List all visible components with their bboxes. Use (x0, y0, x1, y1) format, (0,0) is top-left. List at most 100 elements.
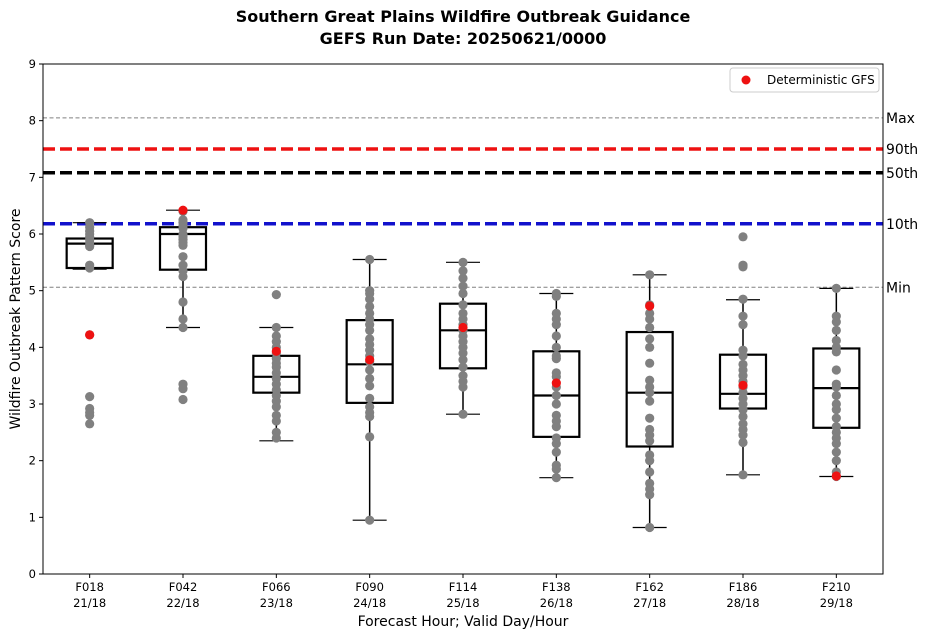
ensemble-member-point (645, 436, 655, 446)
ensemble-member-point (365, 365, 375, 375)
ensemble-member-point (85, 241, 95, 252)
ensemble-member-point (551, 464, 561, 474)
reference-label-10th: 10th (886, 217, 918, 233)
ensemble-member-point (458, 300, 468, 310)
ensemble-member-point (551, 390, 561, 401)
ensemble-member-point (85, 263, 95, 273)
ensemble-member-point (738, 405, 748, 415)
ensemble-member-point (271, 416, 281, 426)
deterministic-gfs-point (85, 330, 95, 340)
reference-label-max: Max (886, 111, 915, 127)
ensemble-member-point (178, 297, 188, 307)
ensemble-member-point (365, 325, 375, 335)
chart-title-line2: GEFS Run Date: 20250621/0000 (320, 29, 607, 48)
ensemble-member-point (831, 335, 841, 346)
deterministic-gfs-point (645, 301, 655, 311)
ensemble-member-point (738, 411, 748, 422)
ensemble-member-point (178, 314, 188, 324)
ensemble-member-point (738, 294, 748, 304)
x-tick-label-valid: 25/18 (446, 596, 479, 610)
ensemble-member-point (738, 430, 748, 440)
deterministic-gfs-point (271, 346, 281, 356)
ensemble-member-point (645, 522, 655, 533)
legend-marker (741, 75, 751, 85)
ensemble-member-point (645, 358, 655, 368)
reference-label-50th: 50th (886, 166, 918, 182)
ensemble-member-point (831, 456, 841, 466)
ensemble-member-point (831, 405, 841, 415)
ensemble-member-point (645, 334, 655, 344)
x-tick-label-hour: F066 (262, 580, 291, 594)
ensemble-member-point (738, 320, 748, 330)
ensemble-member-point (645, 396, 655, 406)
ensemble-member-point (458, 382, 468, 392)
ensemble-points (85, 205, 841, 533)
legend-frame (729, 67, 880, 93)
ensemble-member-point (645, 456, 655, 466)
ensemble-member-point (831, 347, 841, 357)
deterministic-gfs-point (551, 378, 561, 388)
ensemble-member-point (365, 373, 375, 384)
ensemble-member-point (365, 381, 375, 391)
ensemble-member-point (738, 437, 748, 448)
y-tick-label: 6 (29, 227, 36, 241)
x-tick-label-valid: 22/18 (166, 596, 199, 610)
deterministic-gfs-point (178, 205, 188, 215)
ensemble-member-point (551, 473, 561, 483)
ensemble-member-point (365, 411, 375, 422)
ensemble-member-point (738, 232, 748, 242)
x-tick-label-hour: F210 (822, 580, 851, 594)
ensemble-member-point (271, 322, 281, 333)
ensemble-member-point (178, 384, 188, 394)
legend-label: Deterministic GFS (767, 73, 875, 87)
ensemble-member-point (551, 399, 561, 409)
ensemble-member-point (551, 422, 561, 432)
y-tick-label: 9 (29, 57, 36, 71)
ensemble-member-point (178, 240, 188, 250)
x-tick-label-valid: 24/18 (353, 596, 386, 610)
ensemble-member-point (645, 270, 655, 280)
ensemble-member-point (831, 283, 841, 293)
y-tick-label: 0 (29, 567, 36, 581)
ensemble-member-point (645, 322, 655, 333)
ensemble-member-point (738, 351, 748, 361)
ensemble-member-point (645, 314, 655, 324)
ensemble-member-point (458, 348, 468, 358)
ensemble-member-point (645, 342, 655, 352)
y-tick-label: 7 (29, 170, 36, 184)
ensemble-member-point (458, 409, 468, 419)
ensemble-member-point (178, 271, 188, 282)
reference-label-min: Min (886, 280, 911, 296)
y-tick-label: 2 (29, 454, 36, 468)
y-tick-label: 3 (29, 397, 36, 411)
y-tick-label: 4 (29, 340, 36, 354)
ensemble-member-point (831, 439, 841, 449)
ensemble-member-point (551, 291, 561, 301)
y-tick-label: 1 (29, 510, 36, 524)
x-tick-label-hour: F138 (542, 580, 571, 594)
ensemble-member-point (365, 301, 375, 312)
ensemble-member-point (458, 266, 468, 276)
ensemble-member-point (831, 413, 841, 423)
ensemble-member-point (365, 294, 375, 304)
y-axis: 0 1 2 3 4 5 6 7 8 9 (29, 57, 43, 581)
ensemble-member-point (551, 354, 561, 364)
ensemble-member-point (551, 331, 561, 341)
deterministic-gfs-point (365, 355, 375, 365)
reference-line-labels: Max 90th 50th 10th Min (886, 111, 918, 296)
x-tick-label-valid: 27/18 (633, 596, 666, 610)
ensemble-member-point (458, 257, 468, 267)
ensemble-member-point (271, 402, 281, 412)
ensemble-member-point (831, 447, 841, 457)
ensemble-member-point (365, 432, 375, 442)
ensemble-member-point (365, 515, 375, 525)
ensemble-member-point (738, 311, 748, 321)
legend: Deterministic GFS (729, 67, 880, 93)
x-tick-label-valid: 26/18 (540, 596, 573, 610)
x-tick-label-hour: F042 (169, 580, 198, 594)
deterministic-gfs-point (458, 322, 468, 333)
reference-label-90th: 90th (886, 142, 918, 158)
ensemble-member-point (178, 322, 188, 333)
x-axis-label: Forecast Hour; Valid Day/Hour (358, 614, 569, 630)
